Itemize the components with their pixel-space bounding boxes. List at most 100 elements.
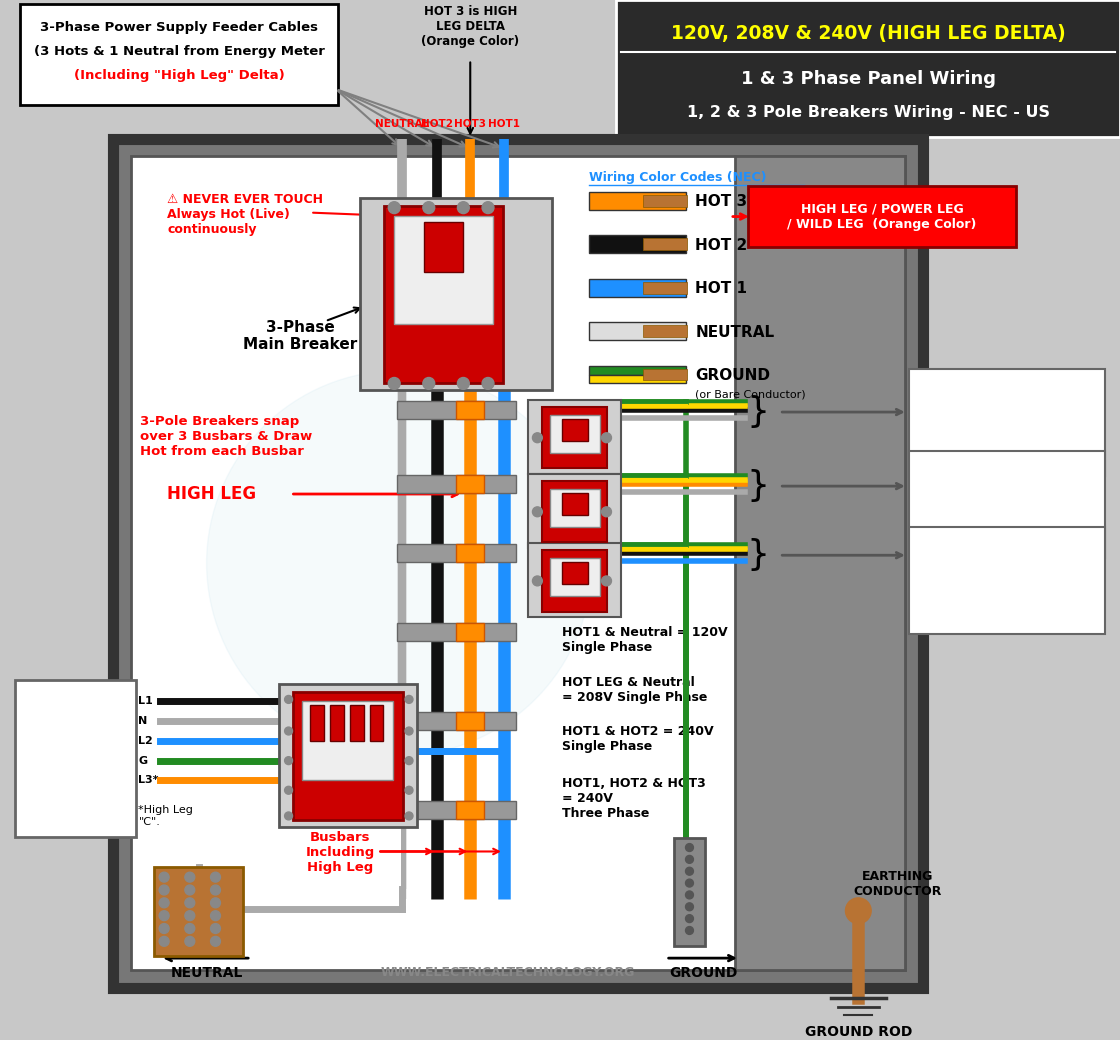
Text: (or Bare Conductor): (or Bare Conductor) <box>696 389 806 399</box>
Bar <box>113 138 923 988</box>
Circle shape <box>284 812 292 820</box>
Circle shape <box>405 727 413 735</box>
Bar <box>384 206 503 384</box>
Text: 3P  240V: 3P 240V <box>428 264 459 270</box>
Text: 240V: 240V <box>52 688 99 706</box>
Bar <box>457 544 484 563</box>
Text: 1-Pole Breaker: 1-Pole Breaker <box>961 538 1052 551</box>
Bar <box>398 623 515 641</box>
Bar <box>370 705 383 740</box>
Text: 120V: 120V <box>981 382 1033 399</box>
Bar <box>550 558 599 596</box>
Circle shape <box>159 885 169 895</box>
Circle shape <box>159 898 169 908</box>
Circle shape <box>185 911 195 920</box>
Circle shape <box>211 936 221 946</box>
Bar <box>643 282 688 293</box>
Bar <box>330 705 344 740</box>
Text: }: } <box>747 539 769 572</box>
Text: HOT1 & HOT2 = 240V
Single Phase: HOT1 & HOT2 = 240V Single Phase <box>562 725 713 753</box>
Text: EARTHING
CONDUCTOR: EARTHING CONDUCTOR <box>853 870 942 899</box>
Bar <box>673 837 706 946</box>
Text: }: } <box>747 469 769 503</box>
Text: (Three Phase): (Three Phase) <box>22 747 128 759</box>
Text: L1: L1 <box>139 697 153 706</box>
Text: GROUND: GROUND <box>696 368 771 383</box>
Bar <box>589 279 685 296</box>
Text: Wiring Color Codes (NEC): Wiring Color Codes (NEC) <box>589 172 766 184</box>
Circle shape <box>284 727 292 735</box>
Circle shape <box>685 879 693 887</box>
Text: WWW.ELECTRICALTECHNOLOGY.ORG: WWW.ELECTRICALTECHNOLOGY.ORG <box>381 966 635 979</box>
Text: 1-Pole Breaker: 1-Pole Breaker <box>961 456 1052 469</box>
Circle shape <box>211 885 221 895</box>
Circle shape <box>846 898 871 924</box>
Bar <box>349 705 364 740</box>
Circle shape <box>206 370 591 756</box>
Bar <box>542 482 607 543</box>
FancyBboxPatch shape <box>908 450 1105 558</box>
FancyBboxPatch shape <box>908 526 1105 634</box>
Bar <box>589 235 685 253</box>
Circle shape <box>685 914 693 922</box>
Bar <box>643 368 688 381</box>
Bar <box>398 475 515 493</box>
Text: 3-Pole Breakers snap
over 3 Busbars & Draw
Hot from each Busbar: 3-Pole Breakers snap over 3 Busbars & Dr… <box>140 415 312 458</box>
Bar <box>457 401 484 419</box>
Text: HOT2: HOT2 <box>421 119 452 129</box>
Circle shape <box>211 898 221 908</box>
Circle shape <box>532 506 542 517</box>
Text: 120V, 208V & 240V (HIGH LEG DELTA): 120V, 208V & 240V (HIGH LEG DELTA) <box>671 24 1065 44</box>
Text: 3-Phase
Main Breaker: 3-Phase Main Breaker <box>243 320 357 353</box>
Circle shape <box>601 433 612 443</box>
Bar <box>457 712 484 730</box>
Circle shape <box>601 576 612 586</box>
Bar <box>457 801 484 818</box>
Bar <box>589 322 685 340</box>
Bar <box>542 550 607 612</box>
Text: Wires: Wires <box>54 725 96 737</box>
Bar <box>131 156 905 970</box>
Bar <box>528 543 622 618</box>
Bar <box>398 401 515 419</box>
Bar <box>528 400 622 474</box>
Circle shape <box>185 924 195 934</box>
Bar <box>302 701 393 780</box>
Circle shape <box>211 911 221 920</box>
Text: (Single Phase): (Single Phase) <box>950 593 1063 606</box>
Text: HOT 3: HOT 3 <box>696 194 747 209</box>
FancyBboxPatch shape <box>748 186 1016 248</box>
Circle shape <box>423 378 435 389</box>
Bar <box>550 489 599 526</box>
Circle shape <box>405 786 413 795</box>
Text: HOT 2: HOT 2 <box>696 238 748 253</box>
Circle shape <box>284 696 292 703</box>
Text: GROUND: GROUND <box>669 966 737 980</box>
Text: 2-Poles Breaker: 2-Poles Breaker <box>958 614 1055 627</box>
Circle shape <box>405 757 413 764</box>
Bar <box>292 692 403 820</box>
Circle shape <box>159 936 169 946</box>
Text: HOT 3 is HIGH
LEG DELTA
(Orange Color): HOT 3 is HIGH LEG DELTA (Orange Color) <box>421 5 520 48</box>
Circle shape <box>482 202 494 213</box>
Text: 1, 2 & 3 Pole Breakers Wiring - NEC - US: 1, 2 & 3 Pole Breakers Wiring - NEC - US <box>687 105 1049 121</box>
FancyBboxPatch shape <box>908 368 1105 476</box>
Text: 240V: 240V <box>981 540 1033 557</box>
Bar <box>550 415 599 452</box>
Text: HIGH LEG: HIGH LEG <box>167 485 256 503</box>
Circle shape <box>185 885 195 895</box>
Bar <box>155 867 243 956</box>
Text: Hot 1 & Neutral: Hot 1 & Neutral <box>945 411 1068 425</box>
Bar <box>589 191 685 210</box>
Bar <box>457 623 484 641</box>
Text: 3-Poles Breaker: 3-Poles Breaker <box>27 769 124 782</box>
Bar <box>528 474 622 548</box>
Text: G: G <box>139 756 148 765</box>
Bar <box>562 493 588 515</box>
Circle shape <box>211 873 221 882</box>
Text: From 3 Hot: From 3 Hot <box>34 708 116 722</box>
Circle shape <box>159 911 169 920</box>
Circle shape <box>423 202 435 213</box>
Text: 1 & 3 Phase Panel Wiring: 1 & 3 Phase Panel Wiring <box>740 71 996 88</box>
Text: }: } <box>747 395 769 430</box>
